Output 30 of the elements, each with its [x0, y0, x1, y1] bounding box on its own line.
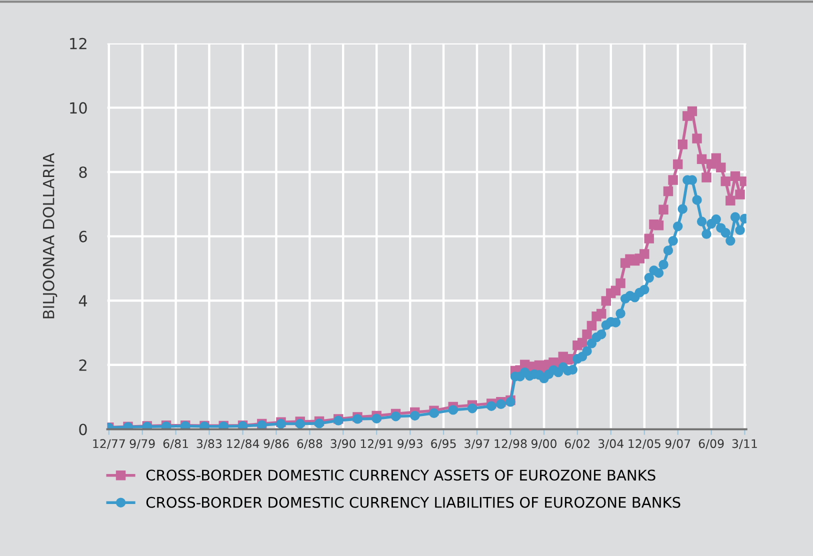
y-tick-label: 12 — [70, 38, 86, 50]
x-tick-label: 3/83 — [196, 439, 222, 450]
x-tick-label: 9/00 — [532, 439, 556, 450]
x-tick-label: 12/84 — [227, 439, 260, 450]
y-axis-title: BILJOONAA DOLLARIA — [42, 153, 58, 318]
x-tick-label: 6/81 — [163, 439, 188, 450]
x-tick-label: 9/93 — [398, 439, 422, 450]
y-tick-label: 2 — [79, 359, 86, 371]
x-tick-label: 12/98 — [494, 439, 527, 450]
legend-label: CROSS-BORDER DOMESTIC CURRENCY LIABILITIES OF EUROZONE BANKS — [146, 496, 680, 508]
x-tick-label: 9/07 — [665, 439, 690, 450]
x-tick-label: 3/04 — [598, 439, 624, 450]
x-tick-label: 12/05 — [628, 439, 660, 450]
x-tick-label: 6/88 — [297, 439, 322, 450]
x-tick-label: 6/95 — [431, 439, 456, 450]
x-tick-label: 3/90 — [330, 439, 356, 450]
x-tick-label: 6/09 — [698, 439, 724, 450]
y-tick-label: 0 — [79, 424, 87, 436]
x-tick-label: 6/02 — [564, 439, 590, 450]
y-tick-label: 10 — [70, 102, 87, 114]
x-tick-label: 12/91 — [360, 439, 393, 450]
x-tick-label: 9/86 — [264, 439, 289, 450]
x-tick-label: 3/97 — [464, 439, 490, 450]
y-tick-label: 8 — [79, 166, 87, 178]
x-tick-label: 3/11 — [732, 439, 757, 450]
legend-label: CROSS-BORDER DOMESTIC CURRENCY ASSETS OF EUROZONE BANKS — [146, 470, 656, 481]
y-tick-label: 4 — [78, 295, 88, 306]
x-tick-label: 9/79 — [130, 439, 155, 450]
y-tick-label: 6 — [79, 230, 87, 242]
x-tick-label: 12/77 — [93, 439, 125, 450]
